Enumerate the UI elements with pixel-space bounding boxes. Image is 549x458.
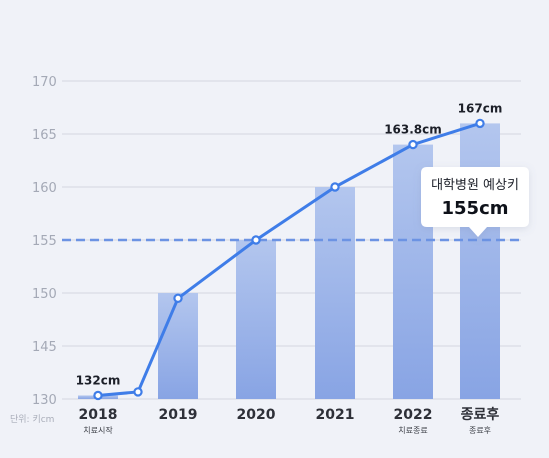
growth-point-0 [93, 390, 103, 401]
y-tick-label-130: 130 [32, 393, 57, 408]
growth-point-6 [475, 118, 485, 129]
bars [78, 123, 500, 400]
x-tick-sublabel-2018: 치료시작 [83, 425, 113, 435]
x-tick-label-2018: 2018 [79, 407, 118, 423]
data-label-종료후: 167cm [458, 101, 503, 115]
callout-title: 대학병원 예상키 [431, 178, 519, 193]
reference-callout: 대학병원 예상키 155cm [421, 167, 529, 237]
y-tick-label-165: 165 [32, 128, 57, 143]
x-tick-sublabel-종료후: 종료후 [469, 426, 491, 435]
x-tick-label-종료후: 종료후 [461, 407, 500, 423]
data-labels: 132cm 163.8cm 167cm [76, 101, 503, 387]
data-label-2022: 163.8cm [384, 123, 442, 137]
y-tick-label-155: 155 [32, 234, 57, 249]
x-tick-label-2019: 2019 [159, 407, 198, 423]
growth-point-4 [330, 182, 340, 192]
data-label-2018: 132cm [76, 373, 121, 387]
bar-종료후 [460, 123, 500, 400]
callout-value: 155cm [442, 198, 509, 219]
y-tick-label-145: 145 [32, 340, 57, 355]
growth-point-5 [408, 139, 418, 150]
callout-box [421, 167, 529, 237]
bar-2020 [236, 240, 276, 399]
growth-point-2 [173, 293, 183, 303]
x-tick-sublabel-2022: 치료종료 [398, 426, 427, 435]
growth-line [93, 118, 485, 401]
x-tick-label-2022: 2022 [394, 407, 433, 423]
growth-point-3 [251, 235, 261, 245]
unit-label: 단위: 키cm [10, 414, 54, 425]
bar-2019 [158, 293, 198, 399]
bar-2021 [315, 187, 355, 399]
y-tick-label-150: 150 [32, 287, 57, 302]
y-axis-ticks: 130 145 150 155 160 165 170 [32, 75, 57, 408]
y-tick-label-160: 160 [32, 181, 57, 196]
growth-point-1 [133, 387, 143, 397]
x-tick-label-2021: 2021 [316, 407, 355, 423]
y-tick-label-170: 170 [32, 75, 57, 90]
x-tick-label-2020: 2020 [237, 407, 276, 423]
